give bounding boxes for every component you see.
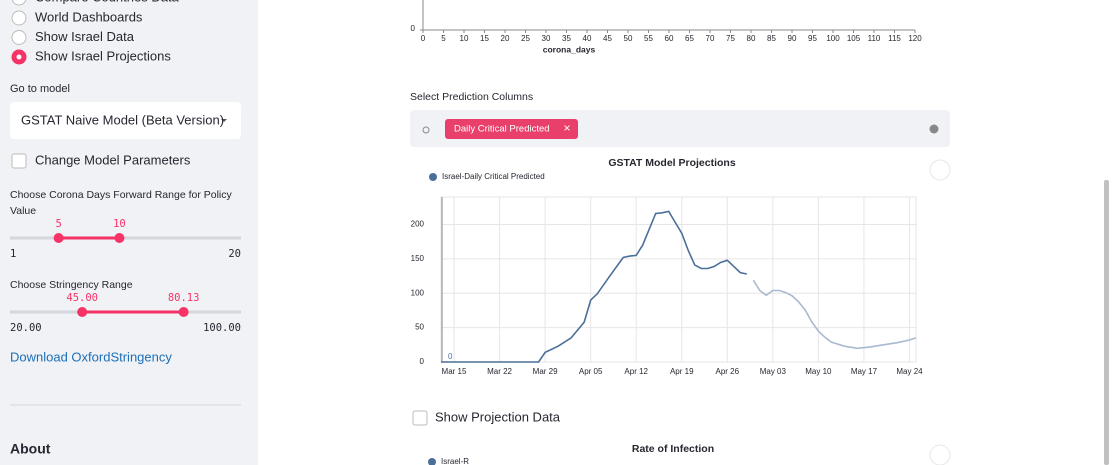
radio-label: Show Israel Data: [35, 29, 135, 44]
x-tick-label: 85: [767, 34, 776, 43]
slider-value: 80.13: [168, 292, 200, 304]
y-tick-label: 100: [411, 288, 425, 297]
radio[interactable]: [11, 30, 27, 45]
slider-min: 1: [10, 248, 16, 260]
checkbox[interactable]: [11, 153, 27, 169]
x-tick-label: May 03: [760, 367, 787, 376]
x-tick-label: 15: [480, 34, 489, 43]
y-tick-label: 50: [415, 323, 424, 332]
x-tick-label: 90: [788, 34, 797, 43]
radio-dot: [16, 54, 22, 60]
x-tick-label: Mar 15: [442, 367, 467, 376]
tag-label: Daily Critical Predicted: [454, 124, 550, 135]
tag-remove[interactable]: ×: [563, 121, 570, 135]
x-tick-label: May 10: [805, 367, 832, 376]
radio-label: World Dashboards: [35, 9, 143, 24]
sidebar: [0, 0, 258, 465]
search-icon: [422, 126, 430, 134]
chart-title: GSTAT Model Projections: [608, 157, 736, 169]
x-tick-label: 95: [808, 34, 817, 43]
x-tick-label: 40: [583, 34, 592, 43]
checkbox-label: Show Projection Data: [435, 409, 561, 424]
y-tick-label: 200: [411, 220, 425, 229]
x-tick-label: 115: [888, 34, 901, 43]
slider-value: 45.00: [66, 292, 98, 304]
slider-handle[interactable]: [178, 307, 189, 317]
slider-max: 20: [228, 248, 241, 260]
checkbox-label: Change Model Parameters: [35, 152, 191, 167]
download-link[interactable]: Download OxfordStringency: [10, 349, 172, 364]
chart-menu[interactable]: [929, 444, 951, 465]
x-tick-label: 5: [441, 34, 446, 43]
radio-label: Compare Countries Data: [35, 0, 180, 4]
x-tick-label: 75: [726, 34, 735, 43]
radio-label: Show Israel Projections: [35, 48, 171, 63]
x-tick-label: Mar 29: [533, 367, 558, 376]
slider-label: Choose Stringency Range: [10, 279, 133, 291]
chart-title: Rate of Infection: [632, 443, 714, 455]
slider-value: 10: [113, 218, 126, 230]
scrollbar[interactable]: [1104, 180, 1109, 465]
radio[interactable]: [11, 0, 27, 6]
x-tick-label: 65: [685, 34, 694, 43]
slider-label: Choose Corona Days Forward Range for Pol…: [10, 189, 233, 217]
about-heading: About: [10, 441, 51, 457]
slider-handle[interactable]: [114, 233, 125, 243]
select-box[interactable]: [10, 102, 241, 139]
x-tick-label: 20: [501, 34, 510, 43]
plot-frame: [440, 196, 917, 363]
legend-label: Israel-Daily Critical Predicted: [442, 172, 545, 181]
x-tick-label: 50: [624, 34, 633, 43]
x-tick-label: Apr 19: [670, 367, 694, 376]
x-tick-label: May 24: [896, 367, 923, 376]
x-tick-label: 70: [706, 34, 715, 43]
series-line: [752, 279, 917, 350]
select-label: Go to model: [10, 83, 70, 95]
x-tick-label: 100: [826, 34, 840, 43]
legend-label: Israel-R: [441, 457, 469, 465]
slider-min: 20.00: [10, 322, 42, 334]
x-tick-label: Apr 12: [624, 367, 648, 376]
slider-max: 100.00: [203, 322, 241, 334]
x-tick-label: 0: [421, 34, 426, 43]
x-tick-label: 55: [644, 34, 653, 43]
slider-value: 5: [55, 218, 61, 230]
x-tick-label: Mar 22: [487, 367, 512, 376]
select-value: GSTAT Naive Model (Beta Version): [21, 112, 224, 127]
tag[interactable]: [445, 119, 578, 139]
x-tick-label: 60: [665, 34, 674, 43]
series-line: [441, 210, 747, 363]
x-tick-label: Apr 05: [579, 367, 603, 376]
select-caret: [221, 119, 227, 122]
x-tick-label: 25: [521, 34, 530, 43]
slider-handle[interactable]: [77, 307, 88, 317]
legend-dot: [429, 173, 437, 181]
radio[interactable]: [11, 10, 27, 26]
x-tick-label: Apr 26: [716, 367, 740, 376]
x-tick-label: 35: [562, 34, 571, 43]
chart-menu[interactable]: [929, 159, 951, 181]
x-tick-label: 10: [460, 34, 469, 43]
y-tick-label: 0: [420, 357, 425, 366]
x-tick-label: 110: [868, 34, 881, 43]
y-tick-label: 0: [411, 24, 416, 33]
x-tick-label: 105: [847, 34, 861, 43]
slider-handle[interactable]: [53, 233, 64, 243]
legend-dot: [428, 458, 436, 465]
select-label: Select Prediction Columns: [410, 91, 533, 103]
annotation: 0: [448, 352, 453, 361]
x-tick-label: 120: [908, 34, 922, 43]
x-axis-label: corona_days: [543, 44, 596, 54]
x-tick-label: May 17: [851, 367, 878, 376]
x-tick-label: 45: [603, 34, 612, 43]
x-tick-label: 80: [747, 34, 756, 43]
y-tick-label: 150: [411, 254, 425, 263]
x-tick-label: 30: [542, 34, 551, 43]
clear-icon[interactable]: [929, 124, 939, 134]
checkbox[interactable]: [412, 410, 428, 426]
